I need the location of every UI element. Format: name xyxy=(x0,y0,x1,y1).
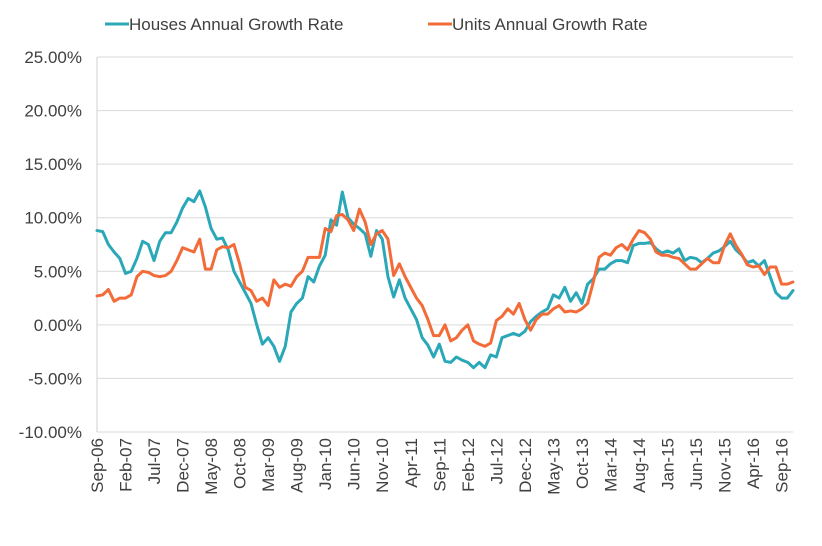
x-tick-label: Nov-15 xyxy=(716,438,735,493)
x-tick-label: Feb-12 xyxy=(459,438,478,492)
x-tick-label: Sep-11 xyxy=(430,438,449,492)
x-tick-label: Jul-07 xyxy=(145,438,164,484)
x-tick-label: Jul-12 xyxy=(487,438,506,484)
series-line-units xyxy=(95,207,795,348)
x-tick-label: Oct-13 xyxy=(573,438,592,489)
x-tick-label: Jan-10 xyxy=(316,438,335,490)
y-tick-label: 15.00% xyxy=(24,155,82,174)
series-line-houses xyxy=(95,189,795,370)
x-tick-label: Dec-07 xyxy=(174,438,193,493)
y-axis-tick-labels: -10.00% -5.00% 0.00% 5.00% 10.00% 15.00% 20.00… xyxy=(19,48,82,442)
x-tick-label: May-13 xyxy=(544,438,563,495)
x-tick-label: Oct-08 xyxy=(231,438,250,489)
legend-label: Houses Annual Growth Rate xyxy=(129,15,344,34)
series-lines xyxy=(95,189,795,370)
x-tick-label: May-08 xyxy=(202,438,221,495)
x-tick-label: Sep-16 xyxy=(773,438,792,493)
x-tick-label: Nov-10 xyxy=(373,438,392,493)
x-tick-label: Feb-07 xyxy=(117,438,136,492)
x-tick-label: Apr-11 xyxy=(402,438,421,488)
x-tick-label: Dec-12 xyxy=(516,438,535,493)
legend: Houses Annual Growth Rate Units Annual Gr… xyxy=(105,15,648,34)
x-tick-label: Jan-15 xyxy=(658,438,677,490)
y-tick-label: 20.00% xyxy=(24,102,82,121)
y-tick-label: -5.00% xyxy=(28,369,82,388)
x-axis-tick-labels: Sep-06 Feb-07 Jul-07 Dec-07 May-08 Oct-08 Mar-… xyxy=(88,438,792,495)
y-tick-label: 0.00% xyxy=(34,316,82,335)
x-tick-label: Mar-09 xyxy=(259,438,278,492)
x-tick-label: Aug-09 xyxy=(288,438,307,493)
legend-label: Units Annual Growth Rate xyxy=(452,15,648,34)
y-tick-label: 5.00% xyxy=(34,262,82,281)
y-tick-label: -10.00% xyxy=(19,423,82,442)
x-tick-label: Sep-06 xyxy=(88,438,107,493)
x-tick-label: Jun-15 xyxy=(687,438,706,490)
x-tick-label: Jun-10 xyxy=(345,438,364,490)
x-tick-label: Apr-16 xyxy=(744,438,763,489)
x-tick-label: Mar-14 xyxy=(601,438,620,492)
y-tick-label: 25.00% xyxy=(24,48,82,67)
y-tick-label: 10.00% xyxy=(24,209,82,228)
x-tick-label: Aug-14 xyxy=(630,438,649,493)
